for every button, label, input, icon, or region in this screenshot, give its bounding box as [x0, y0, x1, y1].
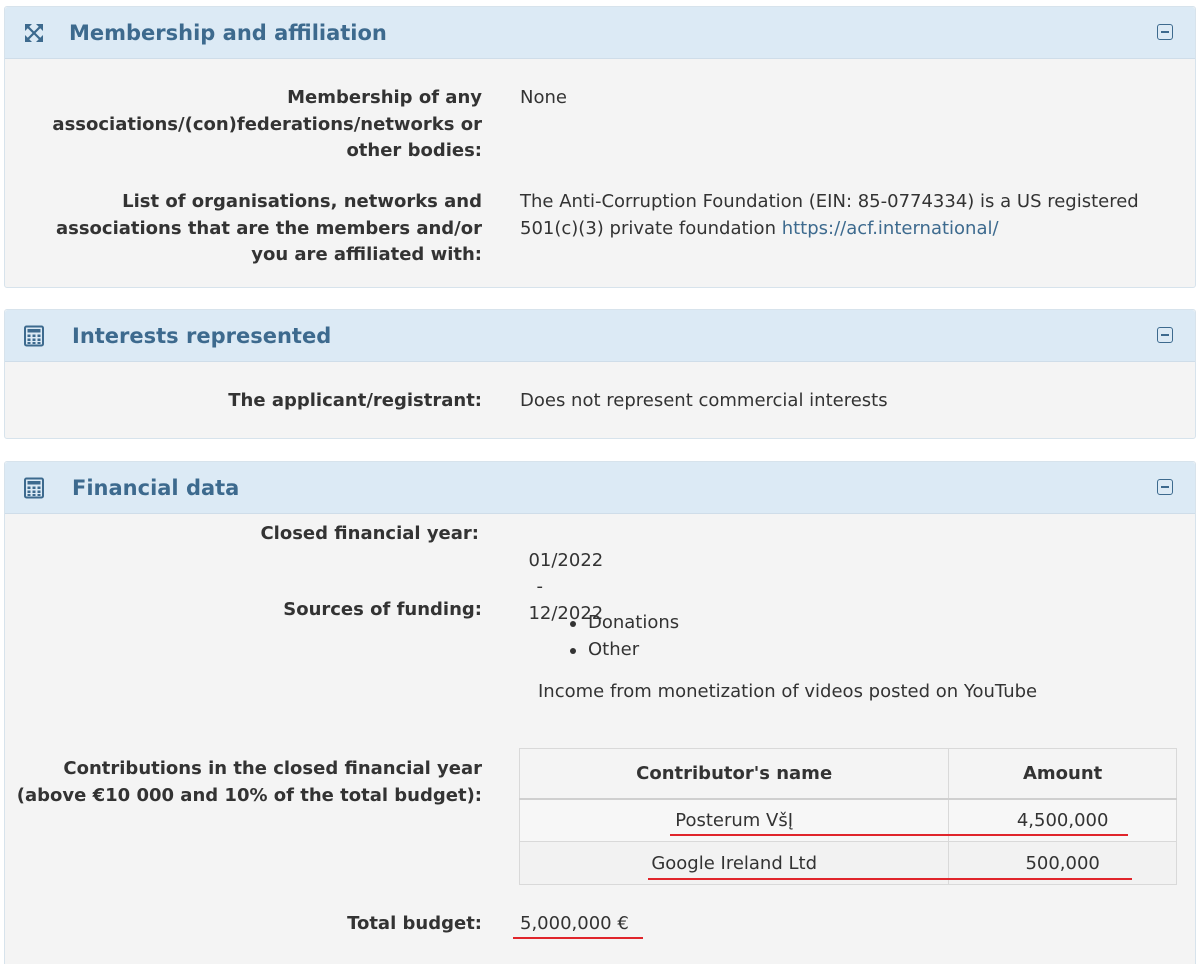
applicant-label: The applicant/registrant: — [228, 390, 482, 411]
amount-cell: 500,000 — [948, 841, 1177, 885]
year-from: 01/2022 — [528, 549, 604, 571]
affiliation-link[interactable]: https://acf.international/ — [781, 217, 999, 239]
interests-panel-header[interactable]: Interests represented — [5, 310, 1195, 362]
other-funding-note: Income from monetization of videos poste… — [538, 681, 1038, 702]
year-separator: - — [536, 576, 543, 597]
interests-title: Interests represented — [72, 324, 332, 348]
annotation-underline — [670, 834, 1128, 836]
expand-arrows-icon — [25, 24, 43, 42]
funding-sources-list: Donations Other — [566, 610, 679, 663]
calculator-icon — [24, 325, 44, 347]
annotation-underline — [648, 878, 1132, 880]
list-item: Other — [566, 637, 679, 664]
membership-title: Membership and affiliation — [69, 21, 387, 45]
sources-label: Sources of funding: — [283, 599, 482, 620]
list-item: Donations — [566, 610, 679, 637]
financial-panel-header[interactable]: Financial data — [5, 462, 1195, 514]
table-header-row: Contributor's name Amount — [518, 748, 1177, 800]
contributor-name-cell: Google Ireland Ltd — [518, 841, 950, 885]
column-header-amount: Amount — [948, 748, 1177, 800]
total-budget-value: 5,000,000 € — [520, 913, 629, 934]
membership-panel-header[interactable]: Membership and affiliation — [5, 7, 1195, 59]
affiliation-value: The Anti-Corruption Foundation (EIN: 85-… — [520, 189, 1160, 242]
interests-panel: Interests represented — [4, 309, 1196, 439]
affiliation-label: List of organisations, networks and asso… — [55, 191, 482, 265]
financial-title: Financial data — [72, 476, 240, 500]
contributions-table: Contributor's name Amount Posterum VšĮ 4… — [518, 748, 1177, 885]
collapse-toggle-icon[interactable] — [1157, 327, 1173, 343]
affiliation-text: The Anti-Corruption Foundation (EIN: 85-… — [520, 191, 1139, 239]
membership-value: None — [520, 87, 567, 108]
closed-year-label: Closed financial year: — [260, 523, 479, 544]
applicant-value: Does not represent commercial interests — [520, 390, 888, 411]
membership-panel: Membership and affiliation — [4, 6, 1196, 288]
collapse-toggle-icon[interactable] — [1157, 479, 1173, 495]
table-row: Google Ireland Ltd 500,000 — [518, 841, 1177, 885]
calculator-icon — [24, 477, 44, 499]
closed-year-value: 01/2022 - 12/2022 — [517, 521, 603, 627]
column-header-name: Contributor's name — [518, 748, 950, 800]
contributions-label: Contributions in the closed financial ye… — [16, 758, 482, 806]
annotation-underline — [513, 937, 643, 939]
membership-label: Membership of any associations/(con)fede… — [52, 87, 482, 161]
year-to: 12/2022 — [528, 602, 604, 624]
collapse-toggle-icon[interactable] — [1157, 24, 1173, 40]
total-budget-label: Total budget: — [347, 913, 482, 934]
